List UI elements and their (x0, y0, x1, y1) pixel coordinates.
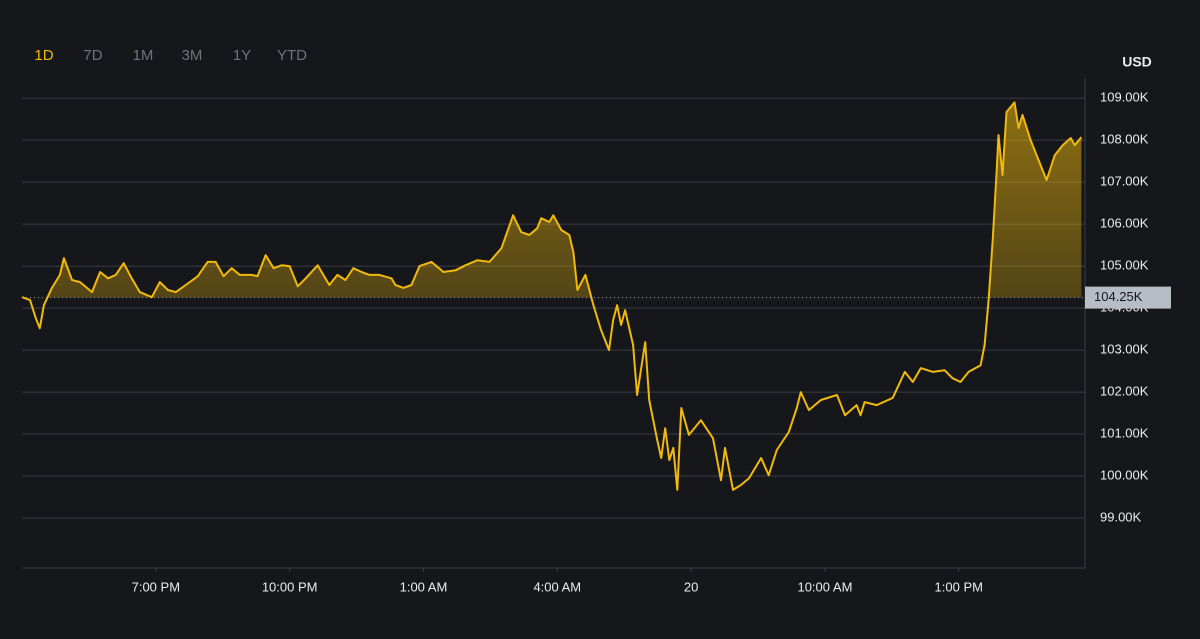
axes: 109.00K108.00K107.00K106.00K105.00K104.0… (22, 78, 1171, 594)
x-tick-label: 10:00 PM (262, 579, 318, 594)
timeframe-tab[interactable]: 1Y (233, 47, 251, 64)
y-tick-label: 101.00K (1100, 425, 1149, 440)
y-tick-label: 99.00K (1100, 509, 1142, 524)
current-price-label: 104.25K (1094, 289, 1143, 304)
y-tick-label: 108.00K (1100, 132, 1149, 147)
current-price-box (1085, 286, 1171, 309)
x-tick-label: 1:00 AM (400, 579, 448, 594)
timeframe-tab[interactable]: 7D (83, 47, 102, 64)
timeframe-tab[interactable]: 1D (34, 47, 53, 64)
x-tick-label: 1:00 PM (935, 579, 983, 594)
y-tick-label: 106.00K (1100, 216, 1149, 231)
y-tick-label: 100.00K (1100, 467, 1149, 482)
x-tick-label: 20 (684, 579, 698, 594)
timeframe-tab[interactable]: YTD (277, 47, 307, 64)
timeframe-tabs: 1D 7D 1M 3M 1Y YTD (34, 47, 307, 64)
y-tick-label: 103.00K (1100, 342, 1149, 357)
plot (21, 101, 1085, 491)
currency-label: USD (1122, 54, 1152, 70)
y-tick-label: 102.00K (1100, 384, 1149, 399)
x-tick-label: 10:00 AM (797, 579, 852, 594)
timeframe-tab[interactable]: 1M (133, 47, 154, 64)
y-tick-label: 107.00K (1100, 174, 1149, 189)
y-tick-label: 109.00K (1100, 90, 1149, 105)
x-tick-label: 4:00 AM (533, 579, 581, 594)
x-tick-label: 7:00 PM (132, 579, 180, 594)
price-area (22, 102, 1082, 298)
price-line (21, 101, 1083, 491)
timeframe-tab[interactable]: 3M (182, 47, 203, 64)
y-tick-label: 105.00K (1100, 258, 1149, 273)
